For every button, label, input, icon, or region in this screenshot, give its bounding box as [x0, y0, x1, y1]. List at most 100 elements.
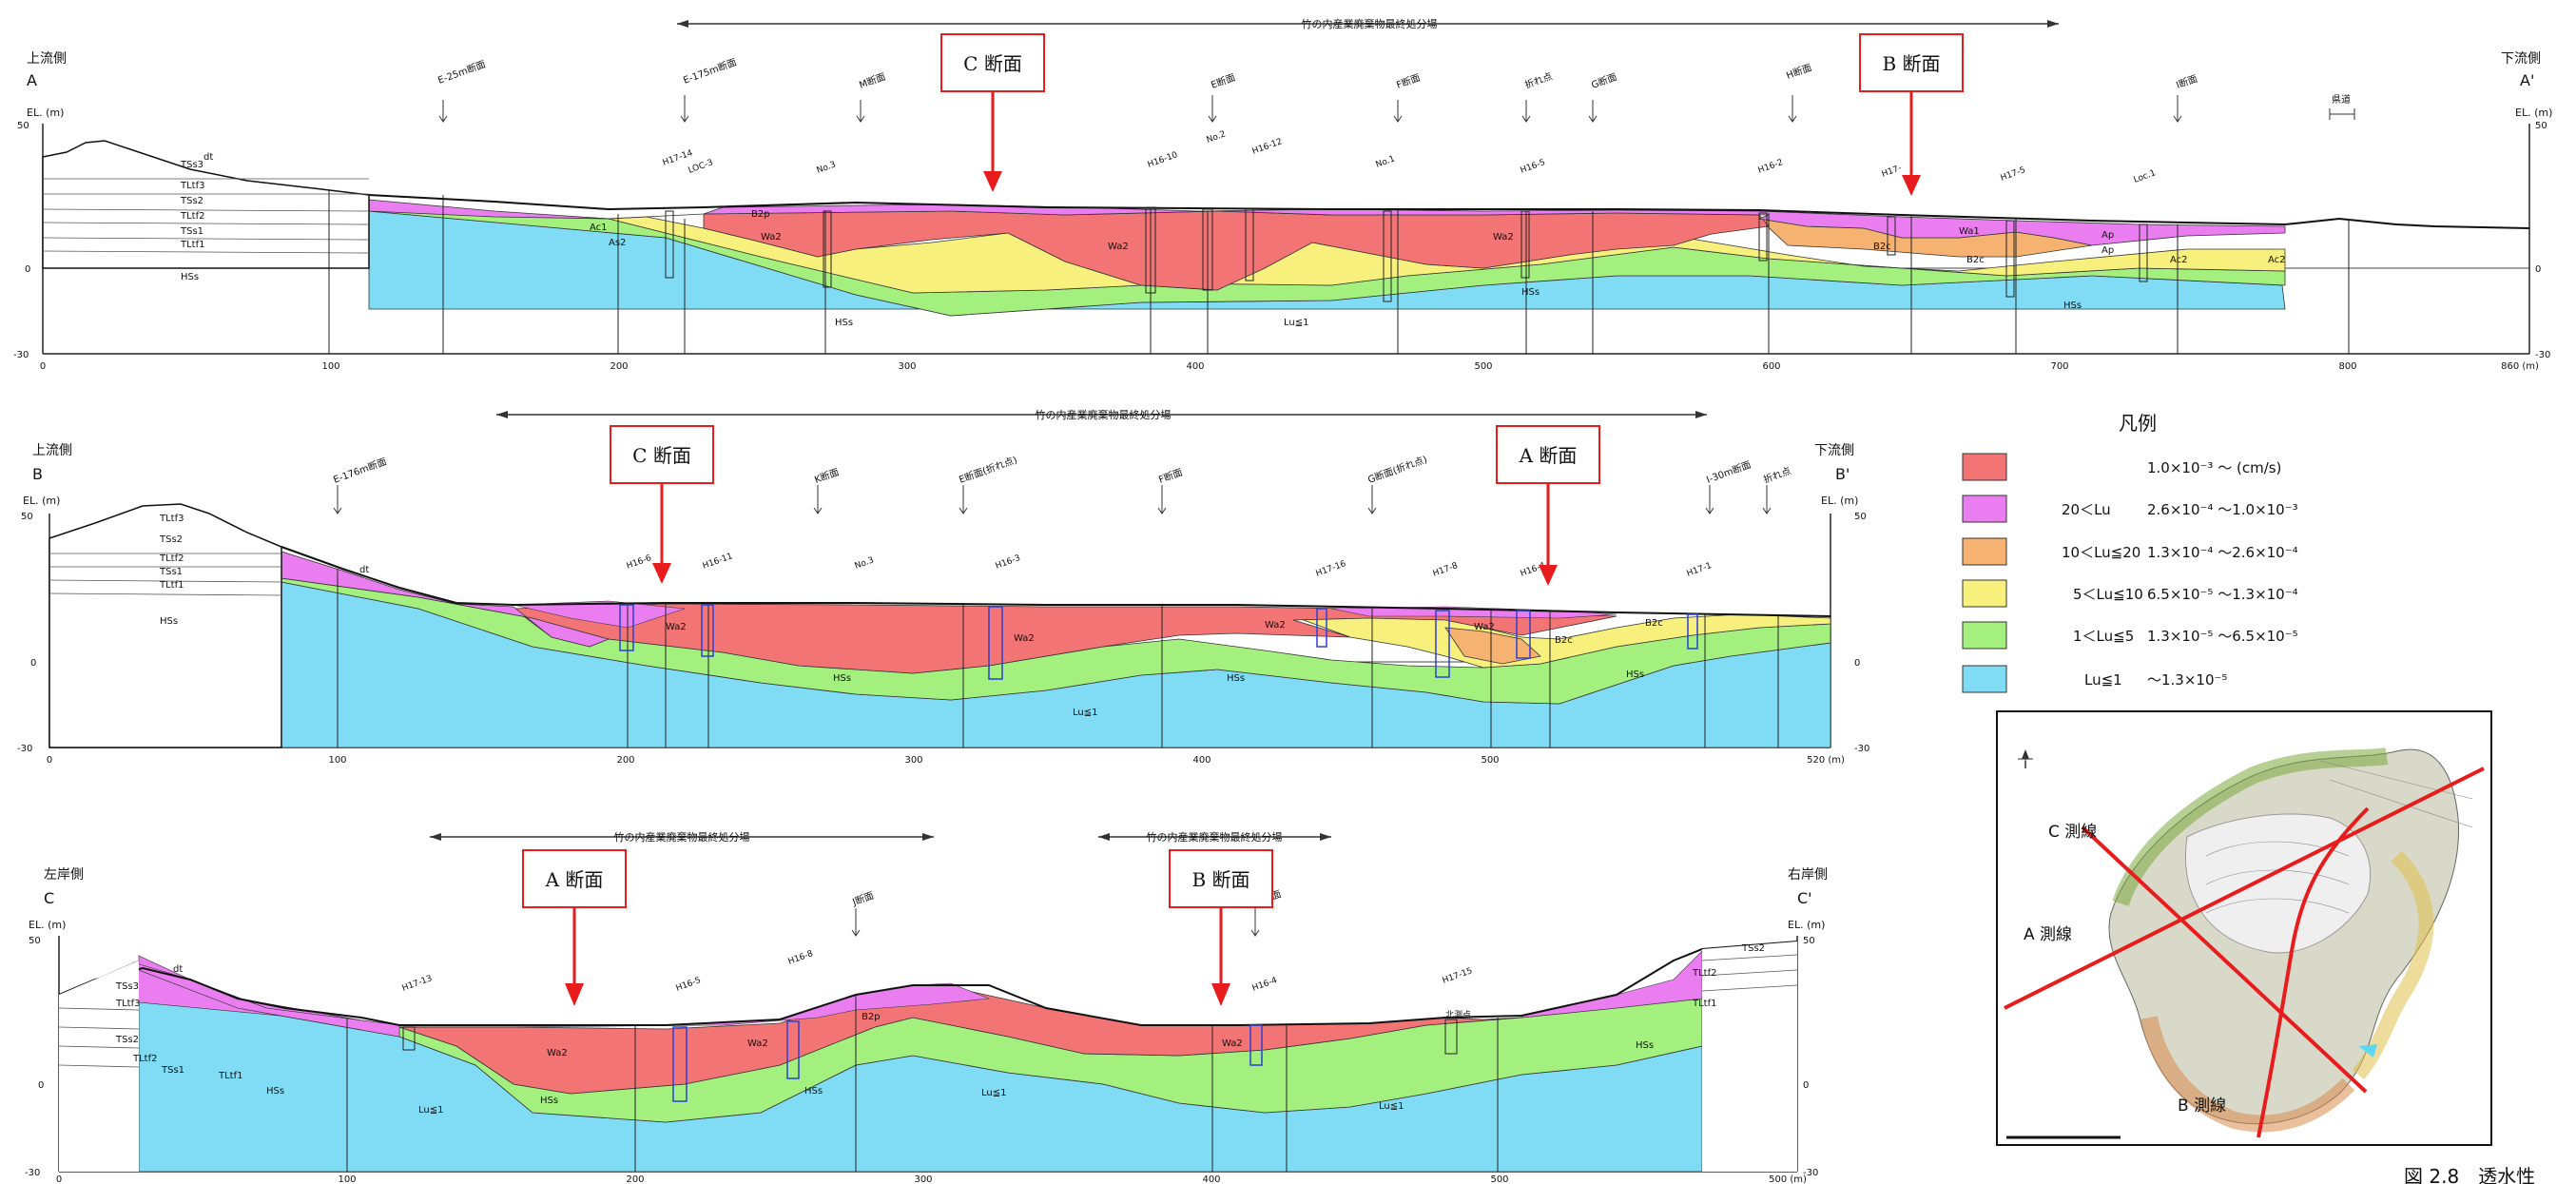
section-a-y-tick-2: -30 — [13, 350, 29, 360]
section-b-y-tick-0: 50 — [21, 512, 33, 522]
section-b-borehole-2: No.3 — [854, 555, 876, 571]
section-a-callout-c: C 断面 — [940, 33, 1045, 192]
figure-caption: 図 2.8 透水性 — [2404, 1165, 2535, 1184]
legend-value-4: 1.3×10⁻⁵ ～6.5×10⁻⁵ — [2147, 628, 2298, 645]
section-c-borehole-0: H17-13 — [401, 974, 434, 994]
section-c-y-tick-1: 0 — [38, 1080, 44, 1091]
section-b-x-tick-4: 400 — [1192, 755, 1211, 766]
map-label-b: B 測線 — [2178, 1097, 2226, 1116]
section-b-borehole-1: H16-11 — [702, 552, 734, 572]
section-b-el-label: EL. (m) — [23, 495, 60, 507]
legend-swatch-0 — [1962, 453, 2007, 481]
section-b-y-tick-r2: -30 — [1854, 744, 1869, 754]
section-b-downstream-label: 下流側 — [1814, 443, 1854, 458]
section-a-unit-13b: B2c — [1966, 255, 1985, 265]
section-c-unit-6: HSs — [266, 1086, 284, 1097]
section-a-unit-15b: Ac2 — [2268, 255, 2286, 265]
section-b-y-tick-2: -30 — [17, 744, 32, 754]
section-a-unit-14: Ap — [2101, 230, 2114, 241]
map-label-a: A 測線 — [2024, 925, 2072, 944]
section-a-x-tick-4: 400 — [1186, 361, 1204, 372]
section-a-el-label: EL. (m) — [27, 107, 64, 119]
section-c-unit-8b: Wa2 — [747, 1038, 768, 1049]
section-a-x-tick-6: 600 — [1762, 361, 1780, 372]
section-b-callout-a-label: A 断面 — [1519, 444, 1578, 467]
section-b-unit-8b: B2c — [1645, 618, 1663, 629]
section-b-crossing-1: K断面 — [813, 466, 841, 486]
section-c-unit-7: dt — [173, 964, 183, 975]
section-b-x-tick-6: 520 (m) — [1807, 755, 1845, 766]
map-label-c: C 測線 — [2048, 823, 2097, 842]
section-a-el-label-right: EL. (m) — [2515, 107, 2552, 119]
section-b-layer-red — [512, 603, 1617, 674]
section-a-unit-11c: Wa2 — [1108, 242, 1129, 252]
section-a-unit-12: Wa1 — [1959, 226, 1980, 237]
section-b-x-tick-2: 200 — [616, 755, 634, 766]
section-a-crossing-2: M断面 — [858, 70, 887, 91]
section-b-unit-9: Lu≦1 — [1073, 708, 1097, 718]
section-a-borehole-10: H17-5 — [2000, 165, 2027, 184]
section-c-unit-8c: Wa2 — [1222, 1038, 1243, 1049]
section-a-unit-13: B2c — [1873, 242, 1891, 252]
section-a-unit-7: HSs — [181, 272, 199, 282]
section-a-crossing-7: H断面 — [1785, 61, 1813, 82]
section-a-x-tick-8: 800 — [2338, 361, 2356, 372]
section-a-unit-7c: HSs — [1521, 287, 1540, 298]
section-b-end-label: B' — [1835, 465, 1850, 483]
legend-range-1: 20＜Lu — [2062, 501, 2111, 518]
section-a-crossing-3: E断面 — [1210, 71, 1237, 91]
section-c-unit-13: TLtf1 — [1692, 999, 1716, 1009]
section-c-unit-11: TSs2 — [1741, 943, 1765, 954]
section-c-x-tick-5: 500 — [1490, 1174, 1508, 1184]
section-a-callout-b-label: B 断面 — [1882, 52, 1940, 75]
section-c-unit-5: TLtf1 — [218, 1071, 242, 1081]
section-c-y-tick-r1: 0 — [1803, 1080, 1809, 1091]
section-a-x-tick-1: 100 — [321, 361, 339, 372]
section-a-crossing-1: E-175m断面 — [682, 56, 739, 87]
section-b-unit-7d: Wa2 — [1474, 622, 1495, 632]
section-b-unit-7c: Wa2 — [1265, 620, 1286, 631]
section-b-upstream-label: 上流側 — [32, 443, 72, 458]
section-a-x-tick-5: 500 — [1474, 361, 1492, 372]
section-b-x-tick-1: 100 — [328, 755, 346, 766]
section-a-x-tick-2: 200 — [610, 361, 628, 372]
section-c-el-label: EL. (m) — [29, 919, 66, 931]
section-a-y-tick-r0: 50 — [2535, 121, 2547, 131]
section-a-unit-16: Lu≦1 — [1284, 318, 1308, 328]
legend-value-2: 1.3×10⁻⁴ ～2.6×10⁻⁴ — [2147, 544, 2298, 561]
section-a-y-tick-r1: 0 — [2535, 264, 2541, 275]
section-a-x-tick-3: 300 — [898, 361, 916, 372]
section-b-crossing-3: F断面 — [1157, 466, 1185, 486]
section-c-callout-a: A 断面 — [522, 849, 627, 1006]
section-b-y-tick-1: 0 — [30, 658, 36, 669]
legend-swatch-4 — [1962, 621, 2007, 650]
section-a-borehole-2: No.3 — [816, 160, 838, 175]
section-b-unit-3: TSs1 — [159, 567, 183, 577]
section-c-unit-10b: Lu≦1 — [981, 1088, 1006, 1098]
section-c-unit-10: Lu≦1 — [418, 1105, 443, 1116]
legend-range-2: 10＜Lu≦20 — [2062, 544, 2140, 561]
section-c-y-tick-r2: -30 — [1803, 1168, 1818, 1178]
section-a-y-tick-1: 0 — [25, 264, 30, 275]
section-a-borehole-6: No.1 — [1375, 154, 1397, 169]
section-c-left-label: 左岸側 — [44, 867, 84, 883]
section-c-unit-4: TSs1 — [161, 1065, 184, 1076]
section-a-unit-11b: Wa2 — [1493, 232, 1514, 243]
section-c-unit-1: TLtf3 — [115, 999, 140, 1009]
legend-swatch-3 — [1962, 579, 2007, 608]
section-a-borehole-8: H16-2 — [1757, 158, 1785, 176]
section-a-unit-14b: Ap — [2101, 245, 2114, 256]
section-c-borehole-2: H16-8 — [787, 949, 815, 967]
section-a-upstream-label: 上流側 — [27, 51, 67, 67]
section-a-unit-8: Ac1 — [590, 223, 608, 233]
section-b-unit-5b: HSs — [833, 673, 851, 684]
section-b-crossing-5: I-30m断面 — [1705, 458, 1753, 486]
section-a-unit-7d: HSs — [2063, 301, 2082, 311]
section-b-unit-5c: HSs — [1227, 673, 1245, 684]
section-a-start-label: A — [27, 71, 37, 89]
section-a-crossing-0: E-25m断面 — [436, 58, 488, 87]
section-a: 竹の内産業廃棄物最終処分場 上流側 A EL. (m) 下流側 A' EL. (… — [13, 17, 2552, 372]
section-b-y-tick-r1: 0 — [1854, 658, 1860, 669]
section-c-x-tick-4: 400 — [1202, 1174, 1220, 1184]
